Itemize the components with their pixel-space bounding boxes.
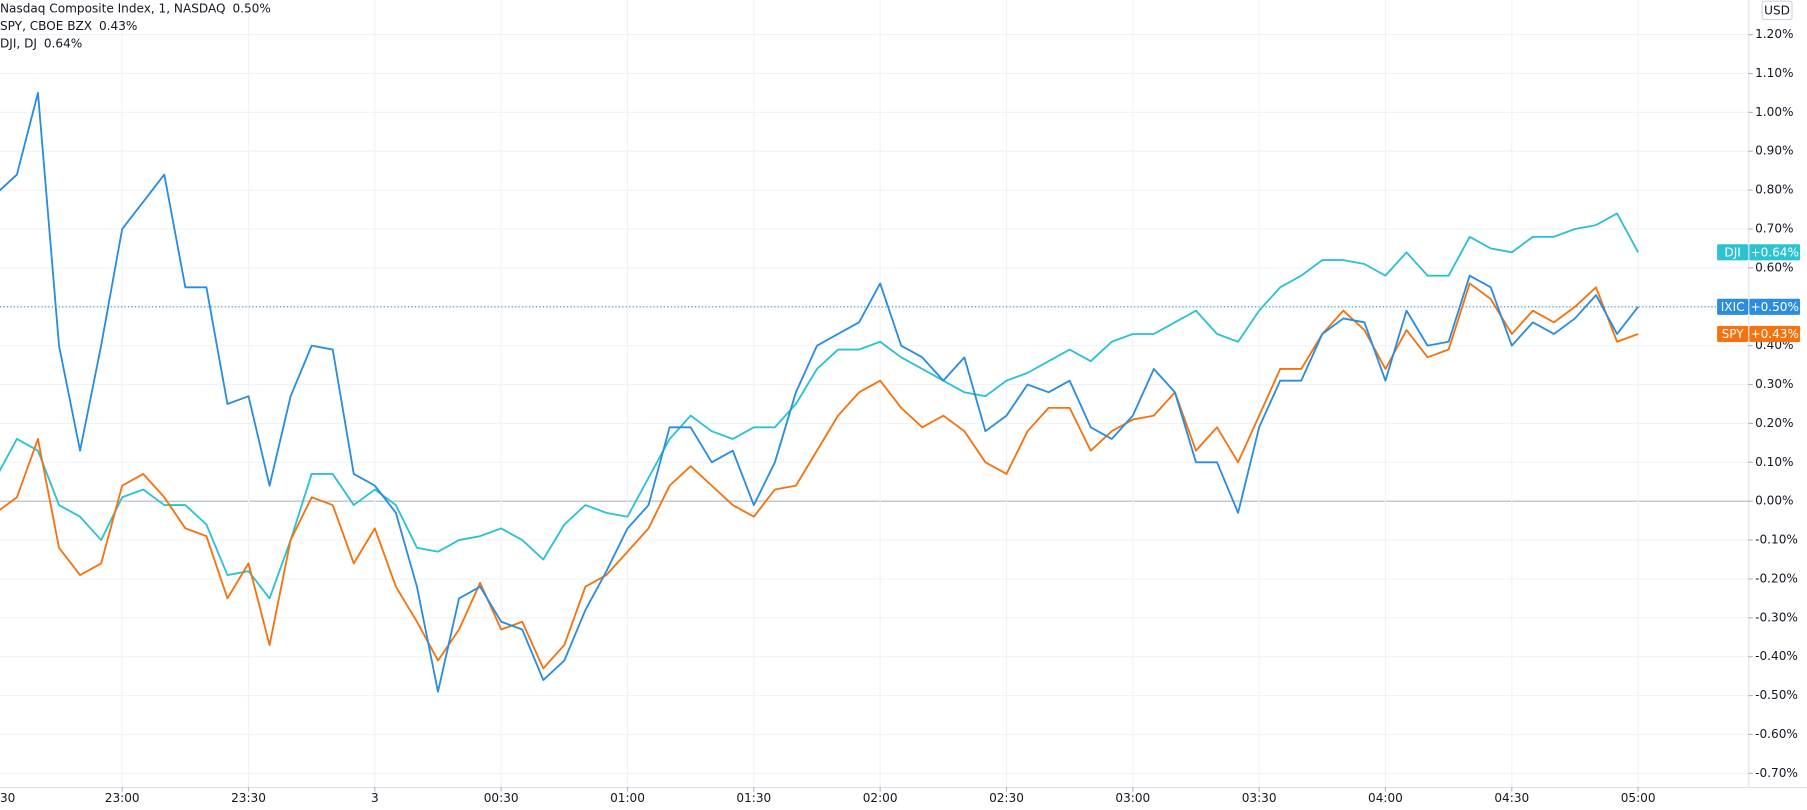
- badge-symbol: SPY: [1722, 327, 1745, 341]
- x-tick-label: 00:30: [484, 791, 519, 805]
- y-tick-label: 0.00%: [1755, 494, 1793, 508]
- currency-box[interactable]: [1761, 0, 1793, 21]
- x-tick-label: 23:00: [105, 791, 140, 805]
- legend-name: SPY, CBOE BZX: [0, 19, 92, 33]
- legend-value: 0.64%: [44, 36, 82, 50]
- badge-symbol-bg: [1717, 298, 1749, 315]
- y-tick-label: 1.00%: [1755, 105, 1793, 119]
- x-tick-label: 05:00: [1621, 791, 1656, 805]
- currency-label: USD: [1764, 3, 1790, 17]
- badge-value: +0.50%: [1750, 300, 1799, 314]
- series-line: [0, 92, 1639, 693]
- y-tick-label: 0.60%: [1755, 260, 1793, 274]
- y-tick-label: 0.70%: [1755, 222, 1793, 236]
- x-tick-label: 01:30: [736, 791, 771, 805]
- y-tick-label: 0.80%: [1755, 183, 1793, 197]
- legend-name: Nasdaq Composite Index, 1, NASDAQ: [0, 2, 226, 16]
- y-tick-label: 0.10%: [1755, 455, 1793, 469]
- x-tick-label: 03:00: [1115, 791, 1150, 805]
- y-tick-label: 0.20%: [1755, 416, 1793, 430]
- legend-value: 0.50%: [232, 2, 270, 16]
- x-tick-label: 04:30: [1494, 791, 1529, 805]
- badge-value: +0.43%: [1750, 327, 1799, 341]
- badge-symbol: DJI: [1724, 245, 1740, 259]
- y-tick-label: 0.90%: [1755, 144, 1793, 158]
- legend-name: DJI, DJ: [0, 36, 37, 50]
- x-tick-label: 04:00: [1368, 791, 1403, 805]
- y-tick-label: 1.20%: [1755, 27, 1793, 41]
- x-tick-label: 3: [371, 791, 379, 805]
- y-tick-label: -0.70%: [1755, 766, 1798, 780]
- badge-value: +0.64%: [1750, 245, 1799, 259]
- x-tick-label: 01:00: [610, 791, 645, 805]
- badge-value-bg: [1749, 244, 1801, 261]
- plot: [0, 92, 1639, 693]
- y-tick-label: 0.30%: [1755, 377, 1793, 391]
- series-line: [0, 282, 1639, 670]
- y-tick-label: -0.10%: [1755, 533, 1798, 547]
- x-tick-label: 23:30: [231, 791, 266, 805]
- y-tick-label: -0.30%: [1755, 610, 1798, 624]
- y-tick-label: -0.50%: [1755, 688, 1798, 702]
- badge-value-bg: [1749, 325, 1801, 343]
- x-tick-label: 02:00: [863, 791, 898, 805]
- y-tick-label: -0.20%: [1755, 571, 1798, 585]
- legend-value: 0.43%: [99, 19, 137, 33]
- x-tick-label: 03:30: [1242, 791, 1277, 805]
- y-tick-label: 1.10%: [1755, 66, 1793, 80]
- x-tick-label: 02:30: [989, 791, 1024, 805]
- badge-symbol-bg: [1717, 244, 1749, 261]
- badge-symbol-bg: [1717, 325, 1749, 343]
- y-tick-label: -0.40%: [1755, 649, 1798, 663]
- badge-value-bg: [1749, 298, 1801, 315]
- y-tick-label: -0.60%: [1755, 727, 1798, 741]
- badge-symbol: IXIC: [1721, 300, 1745, 314]
- x-tick-label: 30: [0, 791, 15, 805]
- series-line: [0, 212, 1639, 600]
